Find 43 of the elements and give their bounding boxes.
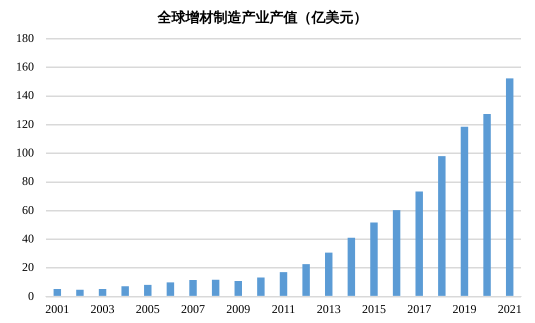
x-tick-label: 2011 [272,302,296,316]
bar [212,280,220,296]
x-tick-label: 2015 [362,302,386,316]
bar [370,222,378,296]
bar [280,272,288,296]
bar [166,282,174,296]
bar [257,278,265,296]
x-tick-label: 2017 [407,302,432,316]
bar [121,286,129,296]
y-tick-label: 160 [16,60,34,74]
chart-title: 全球增材制造产业产值（亿美元） [156,9,368,26]
x-tick-label: 2021 [498,302,522,316]
bar [54,289,62,296]
bar [302,264,310,296]
y-tick-label: 80 [22,174,34,188]
x-tick-label: 2019 [452,302,476,316]
y-tick-label: 20 [22,260,34,274]
x-tick-label: 2003 [90,302,115,316]
y-tick-label: 0 [28,288,34,303]
bar [483,114,491,296]
bar [76,290,84,296]
bar [234,280,242,296]
bar [506,78,514,296]
x-tick-label: 2001 [45,302,70,316]
y-tick-label: 120 [16,116,34,131]
bar [189,280,197,296]
bar [438,156,446,296]
x-tick-label: 2005 [136,302,160,316]
y-tick-label: 100 [16,146,34,160]
y-tick-label: 60 [22,202,34,217]
bar [415,191,423,296]
x-tick-label: 2009 [226,302,250,316]
y-tick-label: 140 [16,88,34,102]
bar [460,126,468,296]
bar [325,252,332,296]
bar [348,238,356,296]
x-tick-label: 2007 [181,302,206,316]
x-tick-label: 2013 [316,302,341,316]
y-tick-label: 180 [16,30,34,45]
bar [98,289,106,296]
bar [144,284,152,296]
bar [392,210,400,296]
y-tick-label: 40 [22,231,34,246]
